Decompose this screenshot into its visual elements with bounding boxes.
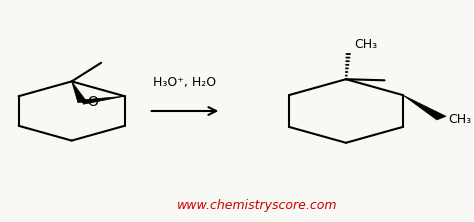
Text: H₃O⁺, H₂O: H₃O⁺, H₂O — [154, 76, 217, 89]
Polygon shape — [403, 95, 446, 120]
Text: O: O — [87, 95, 98, 109]
Polygon shape — [81, 96, 125, 104]
Text: www.chemistryscore.com: www.chemistryscore.com — [177, 199, 338, 212]
Text: CH₃: CH₃ — [448, 113, 471, 126]
Text: CH₃: CH₃ — [354, 38, 377, 51]
Polygon shape — [72, 81, 87, 103]
